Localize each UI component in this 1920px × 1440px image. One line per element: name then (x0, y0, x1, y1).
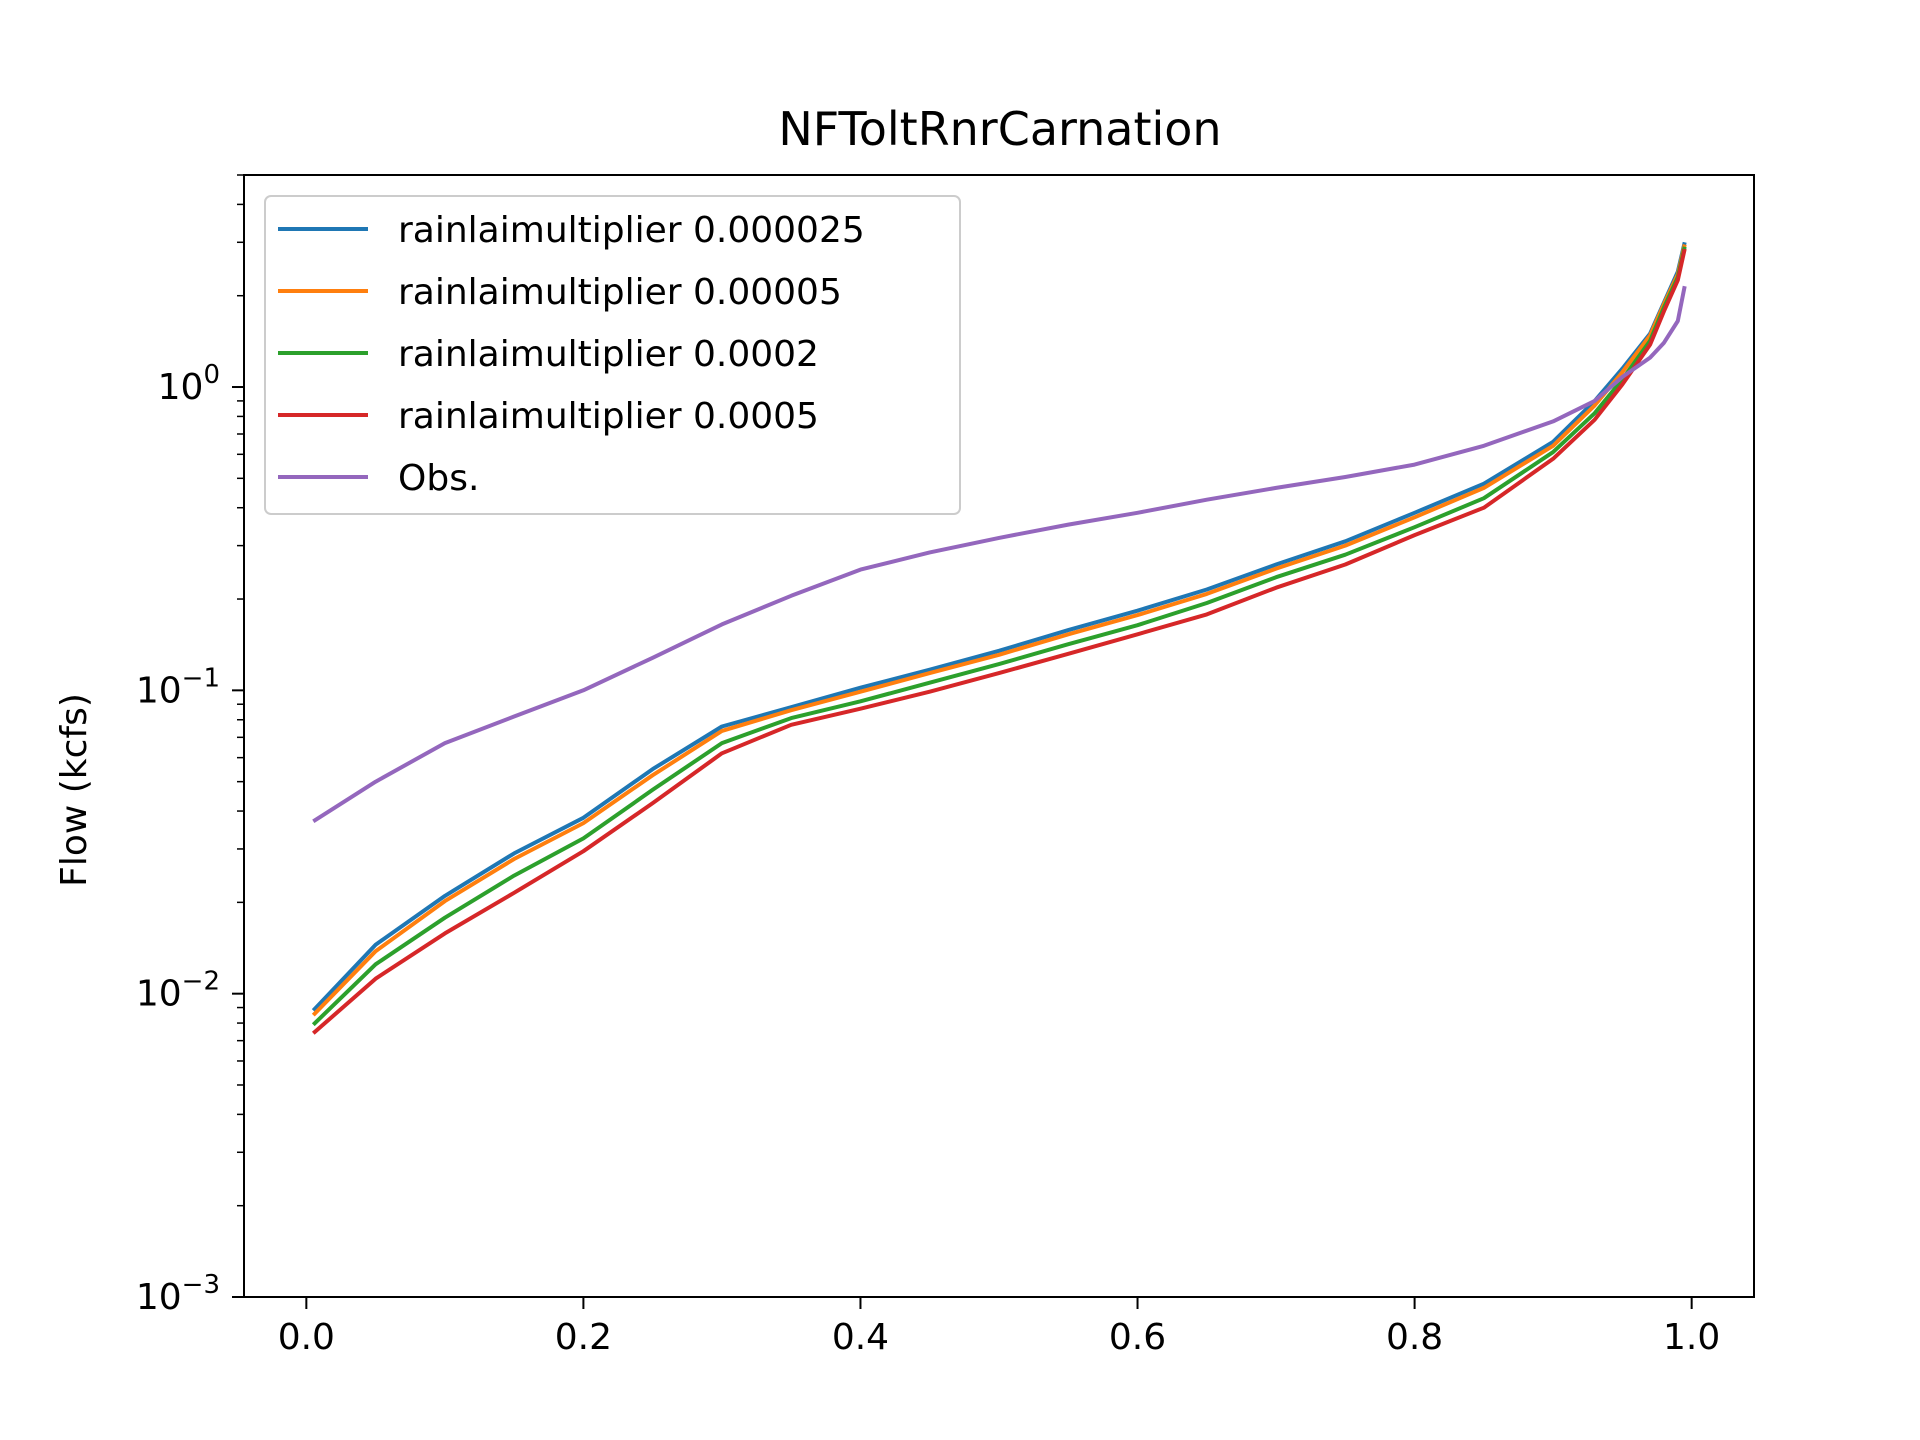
x-tick-label: 1.0 (1663, 1317, 1720, 1358)
chart-title: NFToltRnrCarnation (778, 102, 1221, 156)
axes-frame (243, 174, 1755, 1298)
legend-entries: rainlaimultiplier 0.000025 rainlaimultipl… (278, 210, 865, 499)
x-tick-label: 0.6 (1109, 1317, 1166, 1358)
x-axis: 0.0 0.2 0.4 0.6 0.8 1.0 (278, 1297, 1720, 1358)
y-tick-label: 10−1 (136, 663, 220, 711)
legend-label: rainlaimultiplier 0.0005 (398, 396, 819, 437)
series-line-rainlaimultiplier-0-0005 (311, 248, 1687, 1035)
series-line-obs (312, 285, 1687, 823)
y-tick-label: 10−3 (136, 1270, 220, 1318)
x-tick-label: 0.4 (832, 1317, 889, 1358)
legend-label: Obs. (398, 458, 479, 499)
legend: rainlaimultiplier 0.000025 rainlaimultipl… (264, 195, 961, 515)
series-line-rainlaimultiplier-0-00005 (311, 244, 1687, 1017)
legend-label: rainlaimultiplier 0.0002 (398, 334, 819, 375)
legend-label: rainlaimultiplier 0.000025 (398, 210, 865, 251)
y-axis-label: Flow (kcfs) (54, 693, 95, 887)
x-tick-label: 0.8 (1386, 1317, 1443, 1358)
series-layer (311, 241, 1687, 1035)
x-tick-label: 0.0 (278, 1317, 335, 1358)
x-tick-label: 0.2 (555, 1317, 612, 1358)
y-tick-label: 100 (158, 360, 220, 408)
y-axis: 100 10−1 10−2 10−3 (136, 174, 244, 1318)
series-line-rainlaimultiplier-0-000025 (311, 241, 1687, 1012)
plot-area (311, 241, 1687, 1035)
legend-frame (264, 195, 961, 515)
y-tick-label: 10−2 (136, 967, 220, 1015)
legend-label: rainlaimultiplier 0.00005 (398, 272, 842, 313)
